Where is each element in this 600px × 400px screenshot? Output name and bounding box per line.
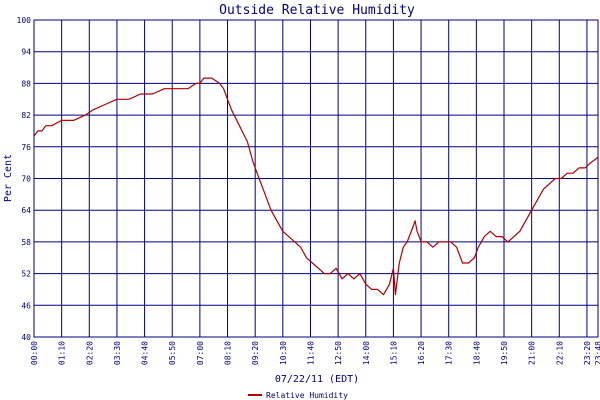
y-tick-label: 88: [21, 79, 31, 88]
y-tick-label: 40: [21, 333, 31, 342]
y-tick-label: 46: [21, 301, 31, 310]
x-tick-labels: 00:00 01:10 02:20 03:30 04:40 05:50 07:00 08:10…: [30, 341, 600, 365]
x-tick-label: 17:30: [445, 341, 454, 365]
legend-label: Relative Humidity: [266, 391, 348, 400]
x-tick-label: 22:10: [555, 341, 564, 365]
series-line-relative-humidity: [33, 77, 599, 296]
x-tick-label: 09:20: [251, 341, 260, 365]
x-tick-label: 12:50: [334, 341, 343, 365]
x-tick-label: 04:40: [141, 341, 150, 365]
y-tick-label: 76: [21, 143, 31, 152]
y-tick-label: 64: [21, 206, 31, 215]
x-tick-label: 23:20: [583, 341, 592, 365]
legend: Relative Humidity: [248, 391, 348, 400]
y-tick-label: 58: [21, 238, 31, 247]
plot-frame: [33, 19, 599, 338]
x-tick-label: 00:00: [30, 341, 39, 365]
x-tick-label: 01:10: [58, 341, 67, 365]
y-tick-label: 94: [21, 48, 31, 57]
x-tick-label: 02:20: [85, 341, 94, 365]
x-tick-label: 21:00: [528, 341, 537, 365]
y-tick-label: 100: [17, 16, 32, 25]
y-tick-label: 82: [21, 111, 31, 120]
x-tick-label: 03:30: [113, 341, 122, 365]
x-tick-label: 08:10: [224, 341, 233, 365]
x-tick-label: 14:00: [362, 341, 371, 365]
x-tick-label: 18:40: [472, 341, 481, 365]
x-tick-label: 05:50: [168, 341, 177, 365]
x-tick-label: 23:48: [594, 341, 600, 365]
x-tick-label: 07:00: [196, 341, 205, 365]
x-tick-label: 16:20: [417, 341, 426, 365]
x-tick-label: 15:10: [389, 341, 398, 365]
y-tick-label: 52: [21, 270, 31, 279]
x-tick-label: 10:30: [279, 341, 288, 365]
x-tick-label: 19:50: [500, 341, 509, 365]
x-axis-label: 07/22/11 (EDT): [275, 374, 359, 385]
x-tick-label: 11:40: [306, 341, 315, 365]
y-tick-labels: 100 94 88 82 76 70 64 58 52 46 40: [17, 16, 32, 342]
y-axis-label: Per Cent: [3, 154, 14, 202]
chart-title: Outside Relative Humidity: [219, 3, 415, 18]
y-tick-label: 70: [21, 175, 31, 184]
series-layer: [33, 77, 599, 296]
